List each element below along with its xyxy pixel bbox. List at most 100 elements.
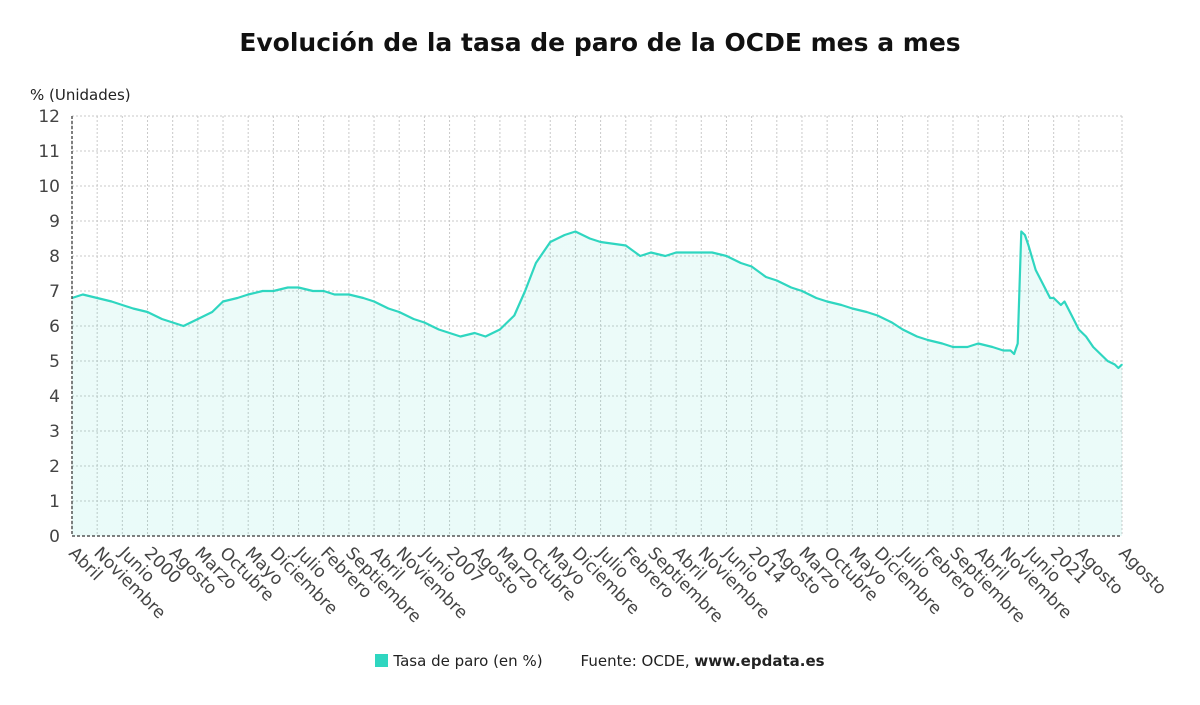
data-point [211, 311, 213, 313]
data-point [1092, 346, 1094, 348]
data-point [876, 314, 879, 317]
data-point [513, 314, 516, 317]
data-point [236, 297, 239, 299]
data-point [891, 321, 893, 324]
data-point [563, 234, 566, 236]
data-point [146, 311, 149, 313]
data-point [790, 286, 792, 289]
data-point [222, 300, 224, 303]
legend-label: Tasa de paro (en %) [393, 652, 543, 670]
y-tick-label: 7 [49, 282, 60, 302]
data-point [247, 293, 249, 296]
data-point [373, 300, 375, 303]
y-tick-label: 1 [49, 492, 60, 512]
data-point [1020, 230, 1023, 233]
data-point [322, 290, 325, 292]
data-point [1114, 363, 1116, 366]
data-point [423, 321, 426, 324]
data-point [1085, 335, 1087, 338]
data-point [82, 293, 84, 296]
data-point [261, 290, 264, 292]
data-point [1070, 314, 1073, 317]
data-point [1042, 283, 1044, 285]
data-point [740, 262, 742, 264]
data-point [1009, 349, 1012, 352]
data-point [801, 290, 803, 292]
data-point [815, 297, 818, 299]
data-point [459, 335, 462, 338]
data-point [1078, 328, 1080, 331]
data-point [650, 251, 652, 254]
data-point [1052, 297, 1055, 299]
data-point [865, 311, 868, 313]
data-point [664, 255, 667, 257]
data-point [348, 293, 350, 296]
data-point [927, 339, 929, 341]
legend-swatch [375, 654, 389, 667]
data-point [901, 328, 904, 331]
data-point [639, 255, 641, 257]
data-point [725, 255, 728, 257]
data-point [952, 346, 954, 348]
data-point [625, 244, 627, 247]
data-point [1121, 363, 1123, 366]
y-tick-label: 5 [49, 352, 60, 372]
area-layer [71, 230, 1123, 536]
data-point [1099, 353, 1102, 355]
y-tick-label: 8 [49, 247, 60, 267]
data-point [765, 276, 767, 278]
source-website: www.epdata.es [694, 652, 825, 670]
data-point [448, 332, 451, 334]
data-point [1060, 304, 1062, 306]
y-tick-label: 9 [49, 212, 60, 232]
data-point [438, 328, 440, 331]
data-point [132, 307, 134, 310]
data-point [484, 335, 487, 338]
data-point [473, 332, 476, 334]
data-point [110, 300, 113, 303]
data-point [1024, 234, 1026, 236]
y-axis-unit-label: % (Unidades) [30, 86, 131, 104]
data-point [689, 251, 692, 254]
data-point [1117, 367, 1120, 369]
data-point [387, 307, 390, 310]
data-point [161, 318, 163, 320]
data-point [1034, 269, 1037, 271]
data-point [182, 325, 185, 327]
data-point [941, 342, 943, 345]
data-point [916, 335, 918, 338]
data-point [197, 318, 199, 320]
data-point [297, 286, 300, 289]
data-point [1063, 300, 1066, 303]
data-point [675, 251, 677, 254]
chart-footer: Tasa de paro (en %) Fuente: OCDE, www.epd… [0, 652, 1200, 670]
y-tick-label: 0 [49, 527, 60, 547]
data-point [700, 251, 703, 254]
data-point [362, 297, 365, 299]
data-point [1013, 353, 1015, 355]
data-point [171, 321, 174, 324]
data-point [549, 241, 552, 243]
data-point [574, 230, 577, 233]
y-tick-label: 10 [38, 177, 60, 197]
data-point [287, 286, 289, 289]
data-point [535, 262, 537, 264]
data-point [1049, 297, 1051, 299]
data-point [121, 304, 124, 306]
x-tick-label: Agosto [1114, 543, 1170, 599]
data-point [589, 237, 591, 240]
data-point [750, 265, 753, 268]
series-area-fill [72, 231, 1122, 536]
data-point [312, 290, 314, 292]
data-point [851, 307, 854, 310]
data-point [826, 300, 828, 303]
y-tick-label: 11 [38, 142, 60, 162]
source-label: Fuente: OCDE, [580, 652, 695, 670]
data-point [711, 251, 713, 254]
data-point [977, 342, 979, 345]
data-point [96, 297, 98, 299]
data-point [776, 279, 778, 282]
axes [71, 116, 1122, 537]
